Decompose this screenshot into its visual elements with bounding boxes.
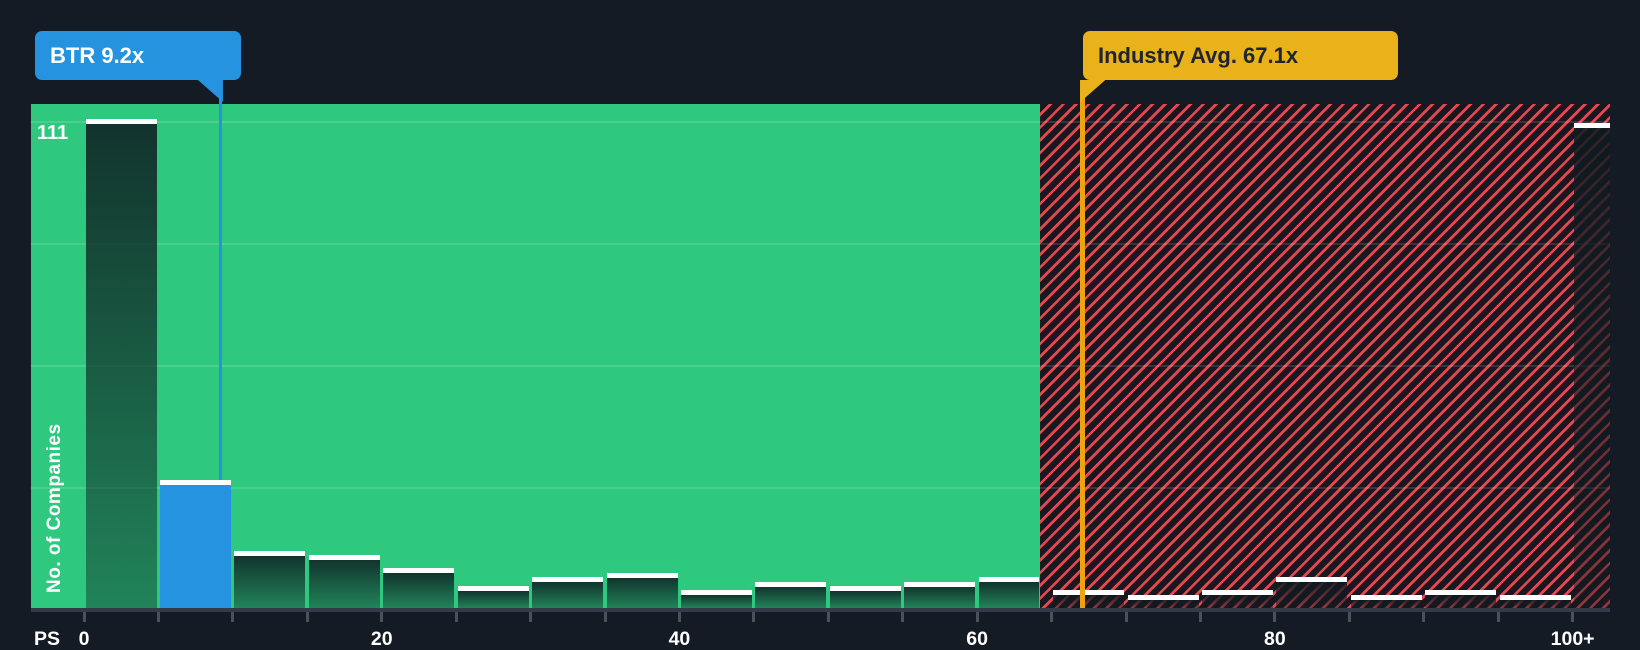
histogram-bar-100+[interactable]	[1574, 123, 1611, 608]
x-axis-tick	[1124, 611, 1128, 622]
company-marker-line	[219, 80, 223, 481]
histogram-bar-45-50[interactable]	[755, 581, 827, 608]
histogram-bar-75-80[interactable]	[1201, 590, 1273, 608]
max-bar-value-label: 111	[37, 122, 69, 144]
x-axis-tick	[603, 611, 607, 622]
x-axis-tick	[454, 611, 458, 622]
histogram-bar-10-15[interactable]	[234, 550, 306, 608]
plot-area: 111 No. of Companies	[31, 104, 1611, 608]
x-axis-label-60: 60	[966, 628, 989, 650]
x-axis-tick	[1496, 611, 1500, 622]
histogram-bar-55-60[interactable]	[904, 581, 976, 608]
gridline	[31, 242, 1610, 245]
histogram-bar-90-95[interactable]	[1425, 590, 1497, 608]
histogram-bar-0-5[interactable]	[85, 119, 157, 608]
above-average-zone	[1039, 104, 1610, 608]
x-axis-tick	[752, 611, 756, 622]
x-axis-tick	[826, 611, 830, 622]
histogram-bar-70-75[interactable]	[1127, 594, 1199, 608]
x-axis-label-100+: 100+	[1550, 628, 1595, 650]
x-axis-tick	[901, 611, 905, 622]
company-tooltip-pointer	[197, 80, 223, 102]
gridline	[31, 364, 1610, 367]
x-axis-label-20: 20	[370, 628, 393, 650]
x-axis-tick	[156, 611, 160, 622]
x-axis-tick	[380, 611, 384, 622]
histogram-bar-60-65[interactable]	[978, 577, 1040, 608]
x-axis-label-80: 80	[1264, 628, 1286, 650]
histogram-bar-85-90[interactable]	[1350, 594, 1422, 608]
industry-tooltip-pointer	[1080, 80, 1106, 102]
histogram-bar-95-100[interactable]	[1499, 594, 1571, 608]
x-axis-tick	[1571, 611, 1575, 622]
x-axis-tick	[529, 611, 533, 622]
x-axis-tick	[231, 611, 235, 622]
x-axis-tick	[1422, 611, 1426, 622]
histogram-bar-20-25[interactable]	[383, 568, 455, 608]
x-axis-tick	[677, 611, 681, 622]
histogram-bar-5-10[interactable]	[159, 480, 231, 608]
x-axis-tick	[1050, 611, 1054, 622]
x-axis-tick	[82, 611, 86, 622]
histogram-bar-65-70[interactable]	[1053, 590, 1125, 608]
x-axis-tick	[305, 611, 309, 622]
gridline	[31, 120, 1610, 123]
x-axis-tick	[1347, 611, 1351, 622]
histogram-bar-40-45[interactable]	[680, 590, 752, 608]
gridline	[31, 486, 1610, 489]
industry-average-tooltip[interactable]: Industry Avg. 67.1x	[1083, 31, 1398, 80]
x-axis-tick	[975, 611, 979, 622]
x-axis-tick	[1198, 611, 1202, 622]
company-marker-tooltip[interactable]: BTR 9.2x	[35, 31, 241, 80]
x-axis-prefix-label: PS	[34, 628, 61, 650]
histogram-bar-80-85[interactable]	[1276, 577, 1348, 608]
y-axis-label: No. of Companies	[44, 423, 65, 593]
industry-average-line	[1080, 80, 1086, 608]
x-axis-label-0: 0	[78, 628, 90, 650]
histogram-bar-30-35[interactable]	[532, 577, 604, 608]
histogram-bar-50-55[interactable]	[829, 586, 901, 608]
x-axis-line	[31, 607, 1610, 612]
histogram-bar-15-20[interactable]	[308, 555, 380, 608]
x-axis-tick	[1273, 611, 1277, 622]
histogram-bar-25-30[interactable]	[457, 586, 529, 608]
industry-average-label: Industry Avg. 67.1x	[1098, 43, 1299, 68]
x-axis-label-40: 40	[668, 628, 691, 650]
histogram-bar-35-40[interactable]	[606, 572, 678, 608]
company-marker-label: BTR 9.2x	[50, 43, 145, 68]
